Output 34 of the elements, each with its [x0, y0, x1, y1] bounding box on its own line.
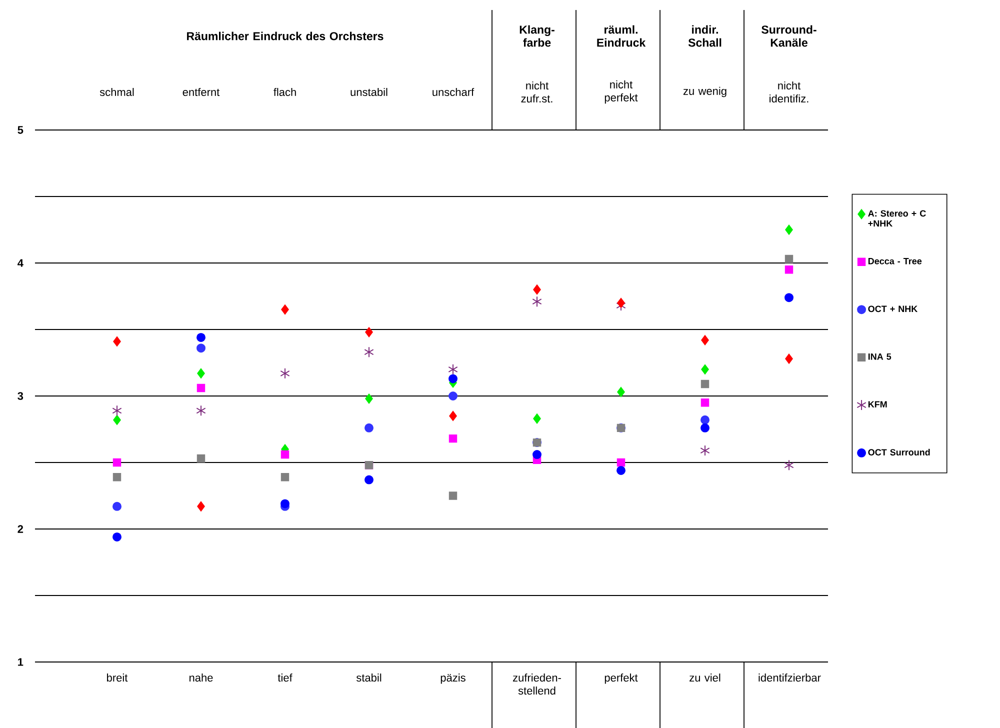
text: entfernt: [182, 88, 220, 96]
y-tick-label: 2: [18, 525, 24, 533]
text: unstabil: [350, 88, 388, 96]
y-tick-label: 4: [18, 259, 24, 267]
legend-label: OCT Surround: [868, 448, 930, 456]
x-tick-label: breit: [107, 674, 128, 682]
text: schmal: [100, 88, 134, 96]
x-tick-label: zufrieden-stellend: [512, 674, 561, 695]
x-tick-label: tief: [278, 674, 292, 682]
x-tick-label: perfekt: [604, 674, 638, 684]
text: nicht identifiz.: [770, 81, 808, 103]
text: flach: [274, 88, 296, 96]
text: unscharf: [432, 88, 474, 96]
y-tick-label: 3: [18, 392, 24, 400]
text: nicht zufr.st.: [521, 81, 552, 103]
x-tick-label: nahe: [190, 674, 213, 682]
text: indir. Schall: [688, 25, 722, 47]
legend-label: INA 5: [868, 353, 892, 360]
x-tick-label: stabil: [356, 674, 382, 682]
text: Surround-Kanäle: [762, 25, 816, 47]
text: Räumlicher Eindruck des Orchsters: [187, 32, 384, 40]
legend-label: OCT + NHK: [868, 306, 918, 312]
x-tick-label: zu viel: [690, 674, 720, 682]
text: Klang-farbe: [520, 25, 554, 47]
y-tick-label: 5: [18, 126, 24, 134]
text: räuml. Eindruck: [597, 25, 646, 47]
legend-label: KFM: [868, 401, 887, 408]
text: nicht perfekt: [604, 80, 638, 104]
x-tick-label: identifzierbar: [758, 674, 821, 682]
legend-label: Decca - Tree: [868, 258, 922, 264]
text: zu wenig: [683, 86, 726, 98]
y-tick-label: 1: [18, 658, 24, 666]
legend-label: A: Stereo + C +NHK: [868, 210, 926, 227]
x-tick-label: päzis: [440, 674, 466, 684]
